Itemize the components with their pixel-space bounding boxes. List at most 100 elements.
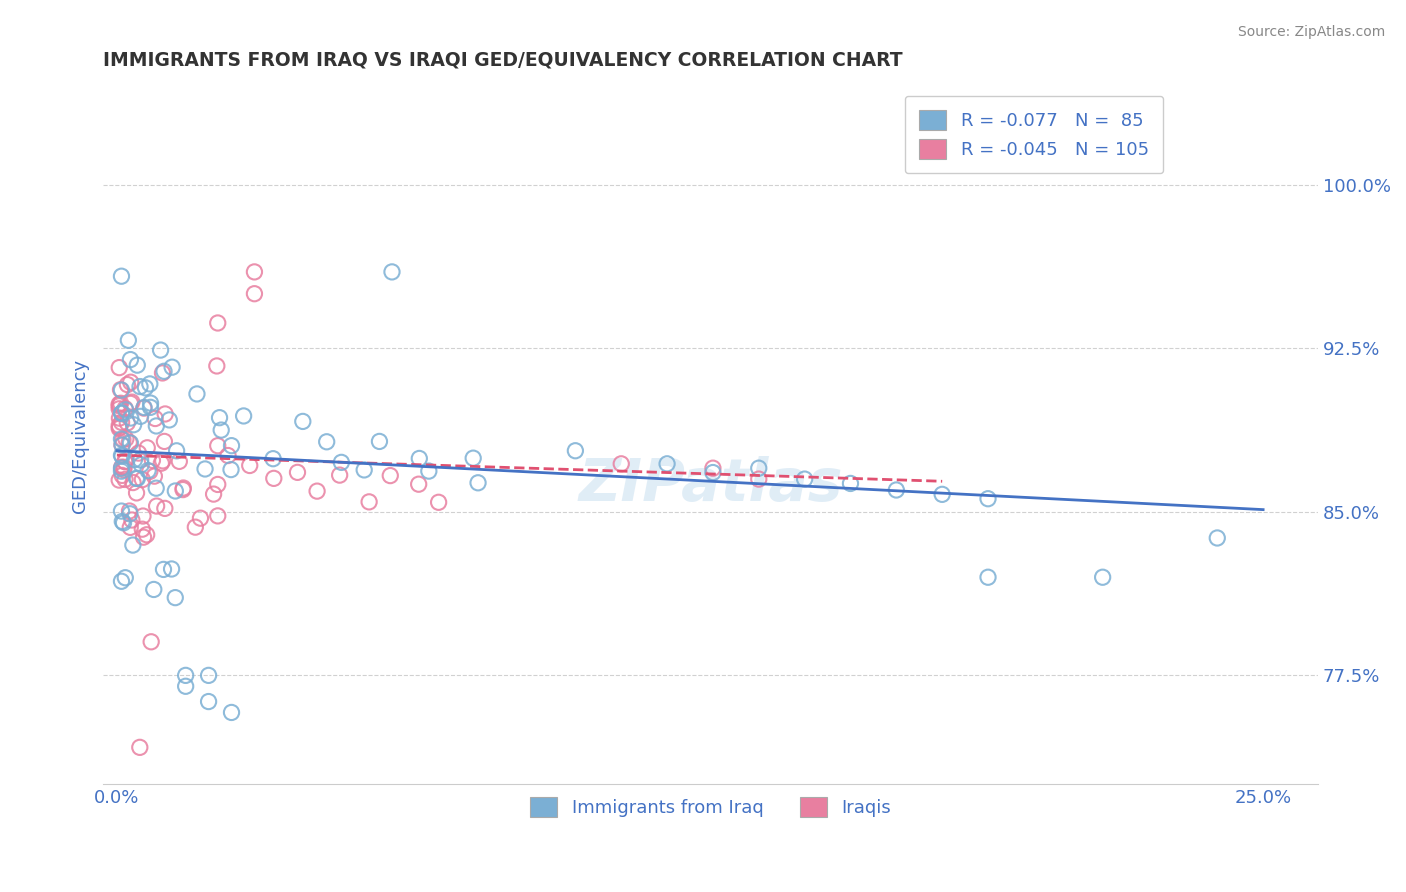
Point bbox=[1206, 531, 1229, 545]
Point bbox=[209, 423, 232, 437]
Point bbox=[152, 562, 174, 576]
Point bbox=[121, 513, 143, 527]
Point bbox=[165, 591, 187, 605]
Point bbox=[108, 411, 131, 425]
Point bbox=[112, 460, 135, 475]
Point bbox=[121, 538, 143, 552]
Point bbox=[136, 441, 159, 455]
Point bbox=[610, 457, 633, 471]
Point bbox=[748, 472, 770, 486]
Point bbox=[110, 504, 132, 518]
Point bbox=[110, 383, 132, 397]
Point bbox=[139, 401, 162, 415]
Point bbox=[884, 483, 907, 497]
Point bbox=[145, 499, 167, 513]
Point bbox=[120, 375, 142, 389]
Point bbox=[110, 269, 132, 284]
Point bbox=[139, 376, 162, 391]
Point bbox=[243, 265, 266, 279]
Point bbox=[125, 486, 148, 500]
Point bbox=[977, 491, 1000, 506]
Point bbox=[117, 377, 139, 392]
Point bbox=[134, 381, 156, 395]
Point bbox=[111, 460, 134, 475]
Point bbox=[143, 469, 166, 483]
Point bbox=[219, 462, 242, 476]
Point bbox=[108, 421, 131, 435]
Point bbox=[702, 461, 724, 475]
Point bbox=[114, 571, 136, 585]
Point bbox=[108, 418, 131, 433]
Point bbox=[207, 477, 229, 491]
Point bbox=[353, 463, 375, 477]
Point bbox=[117, 416, 139, 430]
Point bbox=[120, 520, 142, 534]
Point bbox=[197, 694, 219, 708]
Text: Source: ZipAtlas.com: Source: ZipAtlas.com bbox=[1237, 25, 1385, 39]
Point bbox=[205, 359, 228, 373]
Point bbox=[122, 475, 145, 490]
Point bbox=[129, 453, 152, 467]
Text: IMMIGRANTS FROM IRAQ VS IRAQI GED/EQUIVALENCY CORRELATION CHART: IMMIGRANTS FROM IRAQ VS IRAQI GED/EQUIVA… bbox=[103, 51, 903, 70]
Point bbox=[427, 495, 450, 509]
Point bbox=[110, 432, 132, 446]
Point bbox=[128, 740, 150, 755]
Point bbox=[207, 316, 229, 330]
Point bbox=[190, 511, 212, 525]
Legend: Immigrants from Iraq, Iraqis: Immigrants from Iraq, Iraqis bbox=[523, 790, 898, 824]
Point bbox=[232, 409, 254, 423]
Point bbox=[153, 501, 176, 516]
Point bbox=[977, 570, 1000, 584]
Point bbox=[143, 411, 166, 425]
Point bbox=[114, 472, 136, 486]
Point bbox=[110, 383, 132, 397]
Point bbox=[120, 352, 142, 367]
Point bbox=[141, 634, 163, 648]
Point bbox=[118, 504, 141, 518]
Point bbox=[117, 333, 139, 347]
Point bbox=[124, 452, 146, 467]
Point bbox=[793, 472, 815, 486]
Point bbox=[120, 436, 142, 450]
Point bbox=[111, 433, 134, 447]
Point bbox=[112, 516, 135, 530]
Point bbox=[114, 455, 136, 469]
Point bbox=[129, 458, 152, 472]
Point bbox=[129, 379, 152, 393]
Point bbox=[408, 451, 430, 466]
Point bbox=[291, 414, 314, 428]
Point bbox=[150, 456, 173, 470]
Point bbox=[153, 407, 176, 421]
Point bbox=[131, 473, 153, 487]
Point bbox=[702, 466, 724, 480]
Point bbox=[221, 706, 243, 720]
Point bbox=[165, 483, 187, 498]
Point bbox=[110, 396, 132, 410]
Point bbox=[184, 520, 207, 534]
Point bbox=[157, 413, 180, 427]
Point bbox=[120, 396, 142, 410]
Point bbox=[141, 453, 163, 467]
Point bbox=[152, 454, 174, 468]
Point bbox=[239, 458, 262, 473]
Point bbox=[121, 395, 143, 409]
Point bbox=[112, 463, 135, 477]
Point bbox=[108, 401, 131, 416]
Point bbox=[418, 464, 440, 478]
Point bbox=[172, 483, 194, 497]
Point bbox=[139, 396, 162, 410]
Point bbox=[111, 449, 134, 463]
Point bbox=[145, 419, 167, 434]
Point bbox=[111, 438, 134, 452]
Point bbox=[408, 477, 430, 491]
Point bbox=[132, 401, 155, 415]
Point bbox=[307, 484, 329, 499]
Point bbox=[111, 438, 134, 452]
Point bbox=[136, 464, 159, 478]
Point bbox=[221, 439, 243, 453]
Point bbox=[127, 358, 149, 372]
Text: ZIPatlas: ZIPatlas bbox=[578, 456, 842, 513]
Point bbox=[108, 473, 131, 487]
Point bbox=[132, 509, 155, 524]
Point bbox=[564, 443, 586, 458]
